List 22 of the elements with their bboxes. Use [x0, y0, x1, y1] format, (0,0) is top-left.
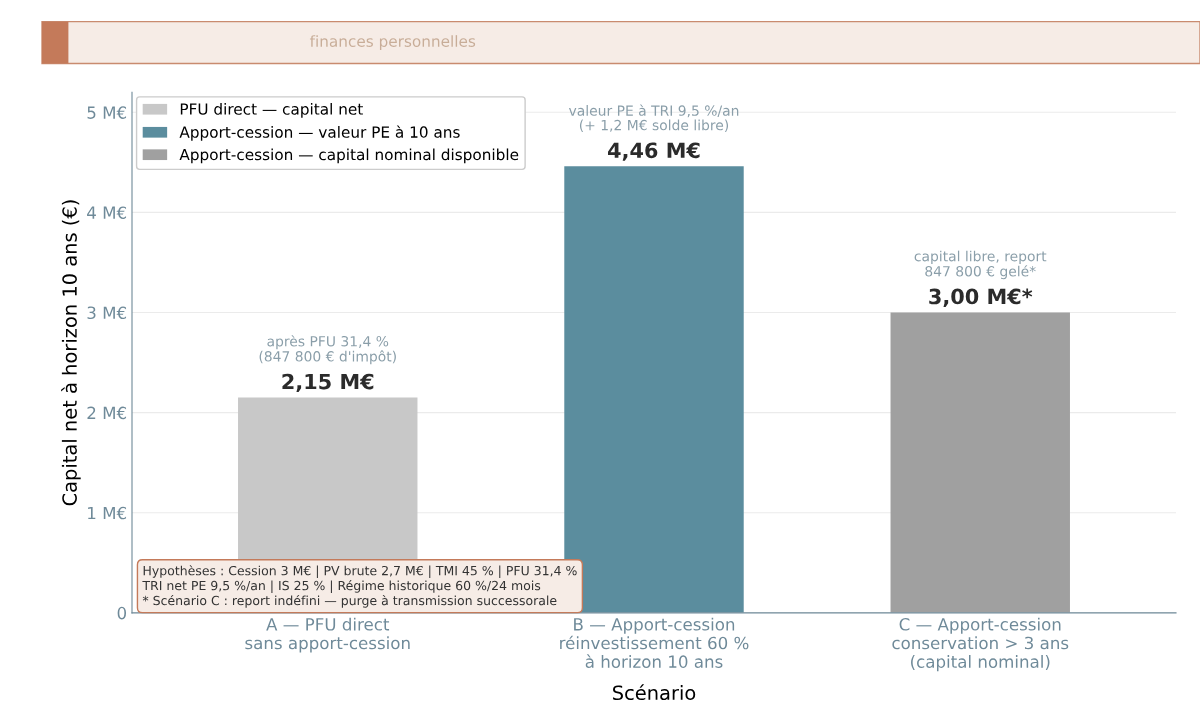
- legend-label: Apport-cession — valeur PE à 10 ans: [179, 125, 460, 141]
- y-tick-label: 0: [117, 606, 127, 620]
- annotation: capital libre, report 847 800 € gelé*: [914, 250, 1047, 280]
- x-tick-label: A — PFU direct sans apport-cession: [245, 617, 410, 653]
- annotation: Hypothèses : Cession 3 M€ | PV brute 2,7 M€ | TMI 45 % | PFU 31,4 % TRI net PE 9,5 %/an | IS 25 % | Régime historique 60 %/24 mois * Scénario C : report indéfini — purge à transmission successorale: [142, 565, 577, 608]
- y-tick-label: 2 M€: [87, 406, 127, 420]
- y-tick-label: 4 M€: [87, 206, 127, 219]
- data-label: 3,00 M€*: [929, 288, 1033, 307]
- chart-subtitle: finances personnelles: [309, 35, 476, 50]
- x-tick-label: C — Apport-cession conservation > 3 ans (capital nominal): [892, 617, 1069, 672]
- x-tick-label: B — Apport-cession réinvestissement 60 % à horizon 10 ans: [560, 617, 749, 668]
- x-axis-title: Scénario: [613, 684, 696, 701]
- y-tick-label: 1 M€: [88, 506, 127, 520]
- legend-label: PFU direct — capital net: [180, 102, 363, 118]
- legend-label: Apport-cession — capital nominal disponible: [179, 148, 519, 164]
- annotation: valeur PE à TRI 9,5 %/an (+ 1,2 M€ solde libre): [568, 104, 739, 132]
- y-tick-label: 3 M€: [87, 306, 127, 320]
- annotation: après PFU 31,4 % (847 800 € d'impôt): [259, 335, 396, 365]
- y-tick-label: 5 M€: [87, 106, 127, 119]
- y-axis-title: Capital net à horizon 10 ans (€): [61, 200, 81, 506]
- data-label: 2,15 M€: [282, 373, 374, 393]
- data-label: 4,46 M€: [608, 142, 700, 161]
